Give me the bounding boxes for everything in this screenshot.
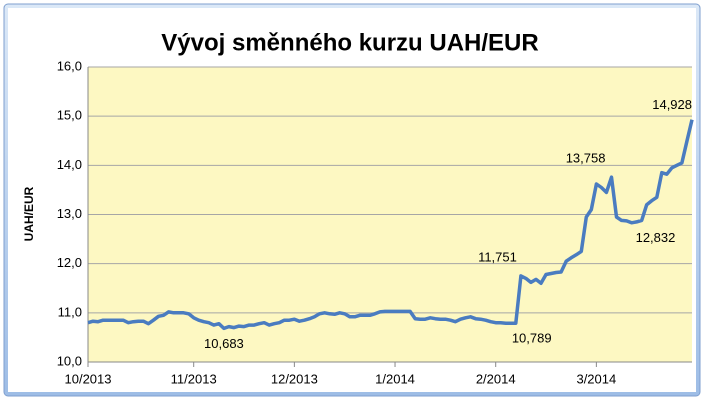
data-label: 10,789: [512, 331, 552, 346]
y-tick-label: 10,0: [57, 353, 82, 368]
x-tick-label: 3/2014: [576, 371, 616, 386]
y-tick-label: 15,0: [57, 108, 82, 123]
data-label: 12,832: [636, 230, 676, 245]
y-tick-label: 12,0: [57, 255, 82, 270]
line-series: [87, 119, 694, 331]
x-tick-label: 1/2014: [375, 371, 415, 386]
y-axis-label: UAH/EUR: [22, 186, 36, 241]
data-label: 11,751: [478, 249, 517, 264]
data-label: 13,758: [566, 151, 606, 166]
data-label: 10,683: [204, 336, 244, 351]
x-tick-label: 12/2013: [271, 371, 318, 386]
x-tick-label: 2/2014: [476, 371, 516, 386]
y-tick-label: 14,0: [57, 157, 82, 172]
y-tick-label: 16,0: [57, 58, 82, 73]
y-tick-label: 13,0: [57, 206, 82, 221]
chart-title: Vývoj směnného kurzu UAH/EUR: [161, 29, 538, 56]
data-label: 14,928: [652, 97, 692, 112]
x-tick-label: 10/2013: [65, 371, 112, 386]
x-tick-label: 11/2013: [171, 371, 217, 386]
y-tick-label: 11,0: [58, 304, 82, 319]
